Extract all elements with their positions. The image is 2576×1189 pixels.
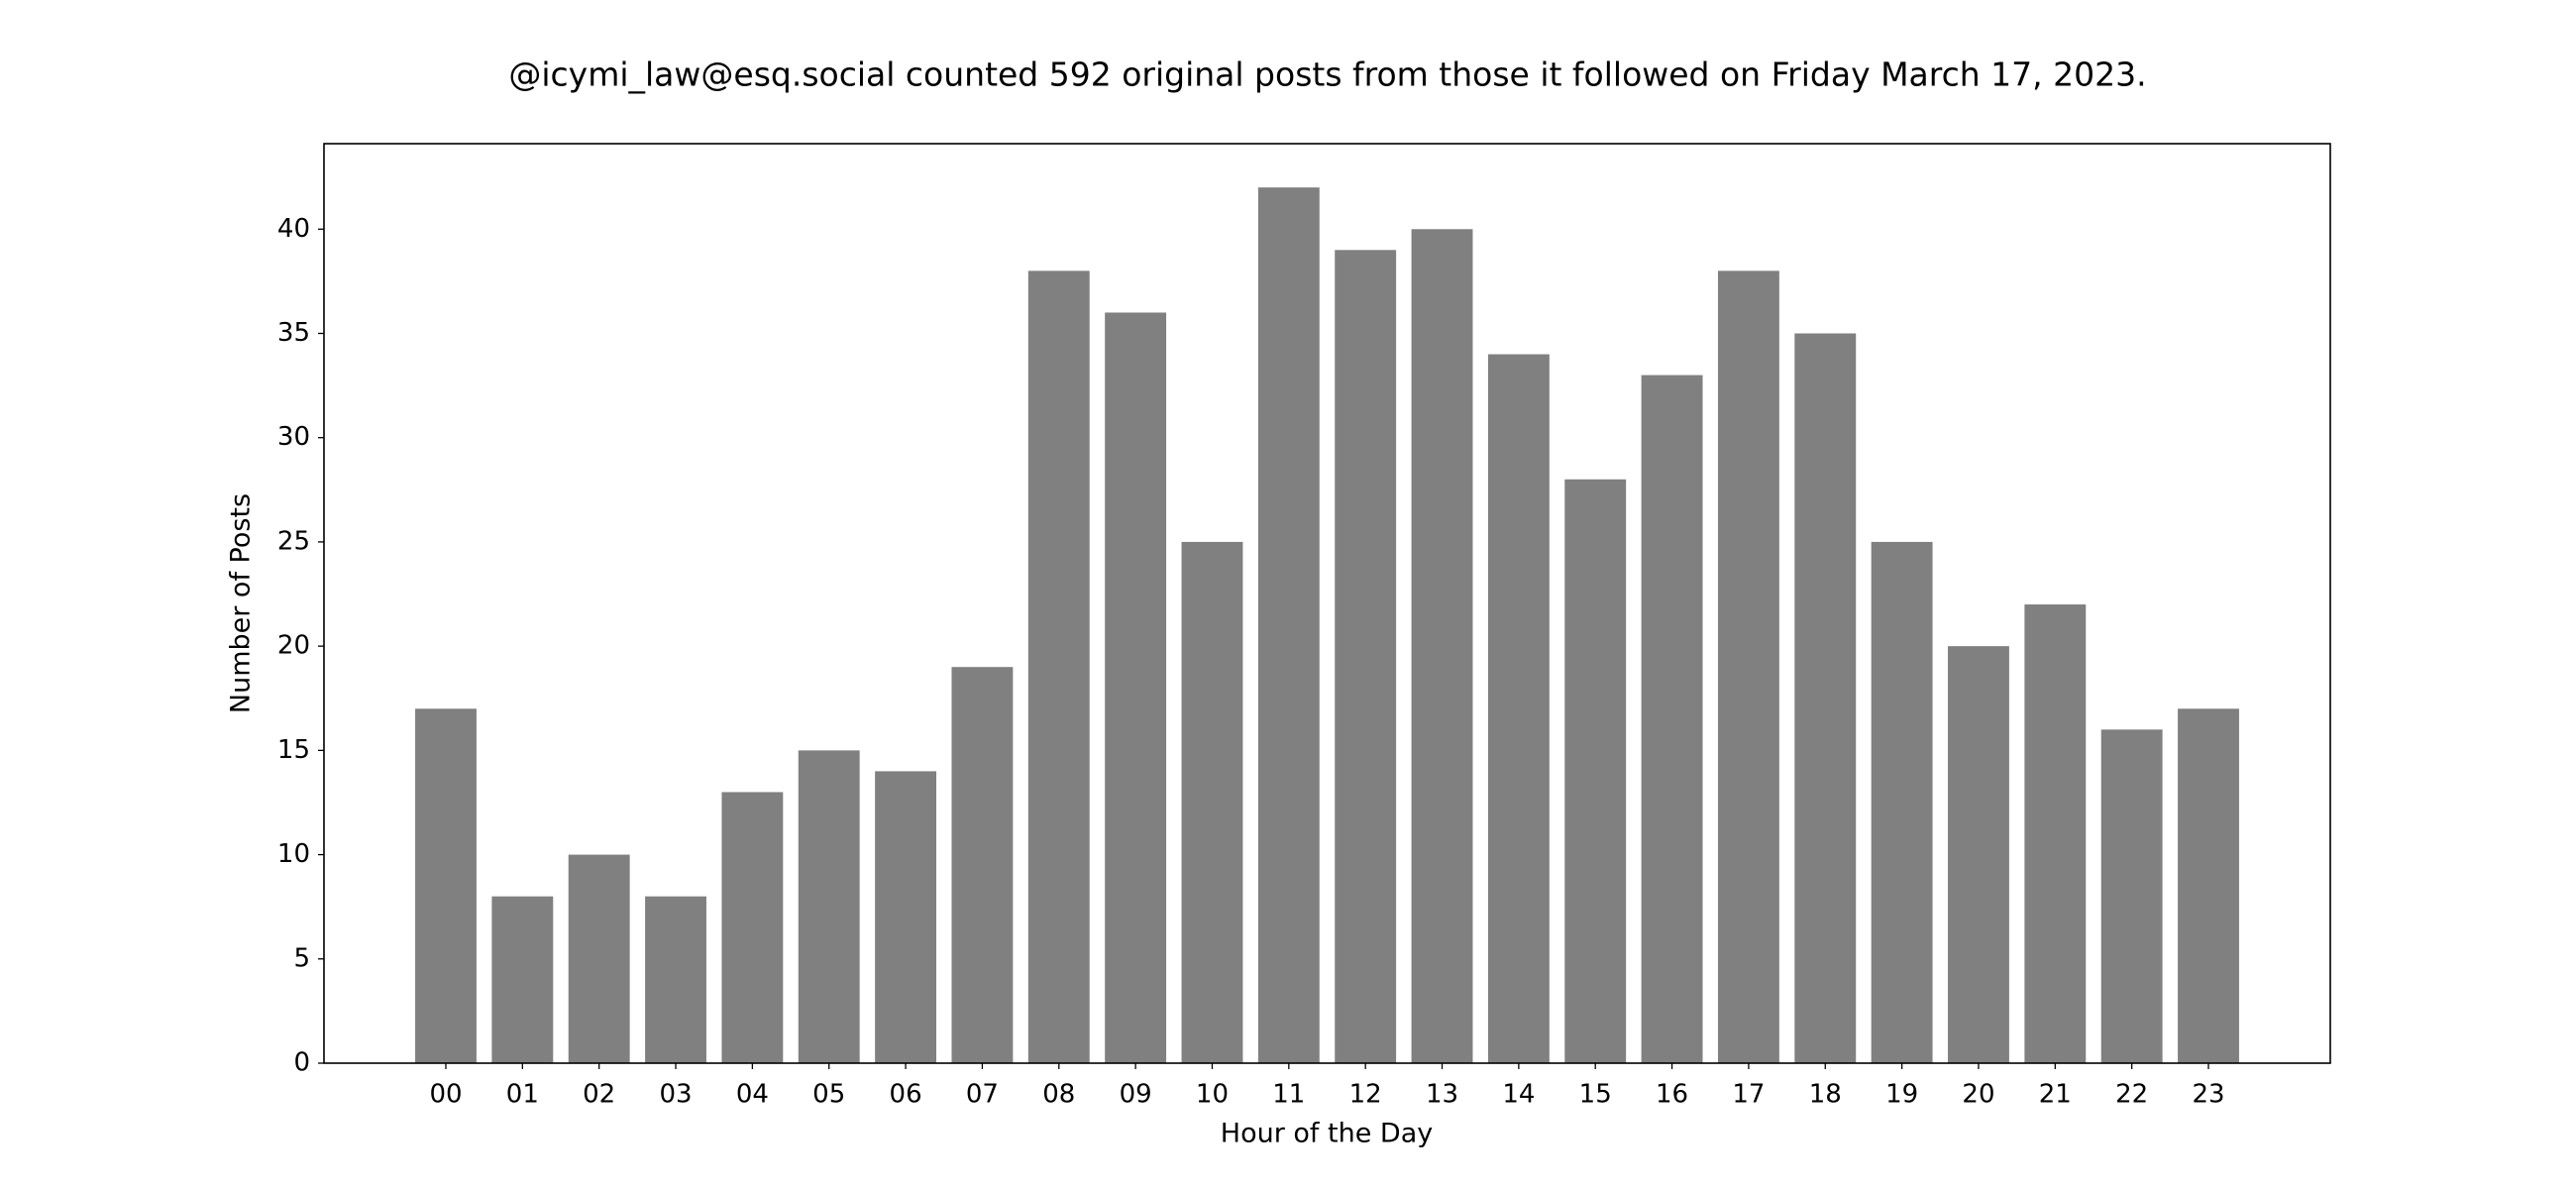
y-tick-label: 35 <box>277 318 310 348</box>
bar <box>645 896 706 1063</box>
x-tick-label: 04 <box>736 1080 769 1110</box>
x-axis-label: Hour of the Day <box>1221 1119 1433 1149</box>
bar <box>875 771 937 1063</box>
bar <box>1487 354 1550 1063</box>
bar <box>1871 541 1933 1063</box>
x-tick-label: 15 <box>1579 1080 1612 1110</box>
x-tick-label: 03 <box>659 1080 692 1110</box>
x-tick-label: 11 <box>1272 1080 1305 1110</box>
x-tick-label: 12 <box>1349 1080 1382 1110</box>
bar <box>1181 541 1243 1063</box>
bar <box>491 896 554 1063</box>
bar <box>568 854 630 1063</box>
bar <box>951 667 1014 1063</box>
x-tick-label: 19 <box>1885 1080 1918 1110</box>
y-tick-label: 5 <box>293 943 310 973</box>
x-tick-label: 09 <box>1120 1080 1152 1110</box>
x-tick-label: 23 <box>2192 1080 2224 1110</box>
x-tick-label: 21 <box>2039 1080 2072 1110</box>
x-tick-label: 18 <box>1809 1080 1842 1110</box>
chart-title: @icymi_law@esq.social counted 592 origin… <box>508 55 2146 94</box>
bar <box>1411 229 1473 1064</box>
x-tick-label: 22 <box>2115 1080 2148 1110</box>
bar <box>1564 479 1627 1063</box>
y-tick-label: 15 <box>277 735 310 765</box>
bar <box>415 708 477 1063</box>
bar <box>2100 729 2163 1063</box>
x-tick-label: 10 <box>1196 1080 1229 1110</box>
y-tick-label: 10 <box>277 839 310 869</box>
bar <box>1027 270 1090 1064</box>
bar <box>721 792 784 1063</box>
x-tick-label: 06 <box>890 1080 922 1110</box>
x-tick-label: 08 <box>1042 1080 1075 1110</box>
x-tick-label: 00 <box>429 1080 462 1110</box>
bar <box>1641 375 1703 1063</box>
y-tick-label: 30 <box>277 422 310 452</box>
bar <box>1948 646 2009 1063</box>
x-tick-label: 17 <box>1732 1080 1765 1110</box>
bar <box>1794 333 1857 1063</box>
x-tick-label: 01 <box>506 1080 539 1110</box>
bar <box>2024 604 2087 1063</box>
bar <box>1335 250 1397 1064</box>
plot-frame <box>323 143 2331 1064</box>
y-tick-label: 20 <box>277 631 310 661</box>
x-tick-label: 16 <box>1656 1080 1688 1110</box>
bar <box>2178 708 2239 1063</box>
x-tick-label: 07 <box>966 1080 999 1110</box>
x-tick-label: 02 <box>583 1080 615 1110</box>
x-tick-label: 14 <box>1502 1080 1535 1110</box>
bar <box>798 750 860 1063</box>
y-axis-label: Number of Posts <box>226 493 257 713</box>
y-tick-label: 25 <box>277 526 310 556</box>
y-tick-label: 0 <box>293 1048 310 1078</box>
x-tick-label: 20 <box>1962 1080 1994 1110</box>
bar <box>1105 312 1167 1063</box>
bar <box>1257 187 1320 1063</box>
y-tick-label: 40 <box>277 214 310 244</box>
bar <box>1717 270 1779 1064</box>
x-tick-label: 05 <box>812 1080 845 1110</box>
x-tick-label: 13 <box>1426 1080 1458 1110</box>
